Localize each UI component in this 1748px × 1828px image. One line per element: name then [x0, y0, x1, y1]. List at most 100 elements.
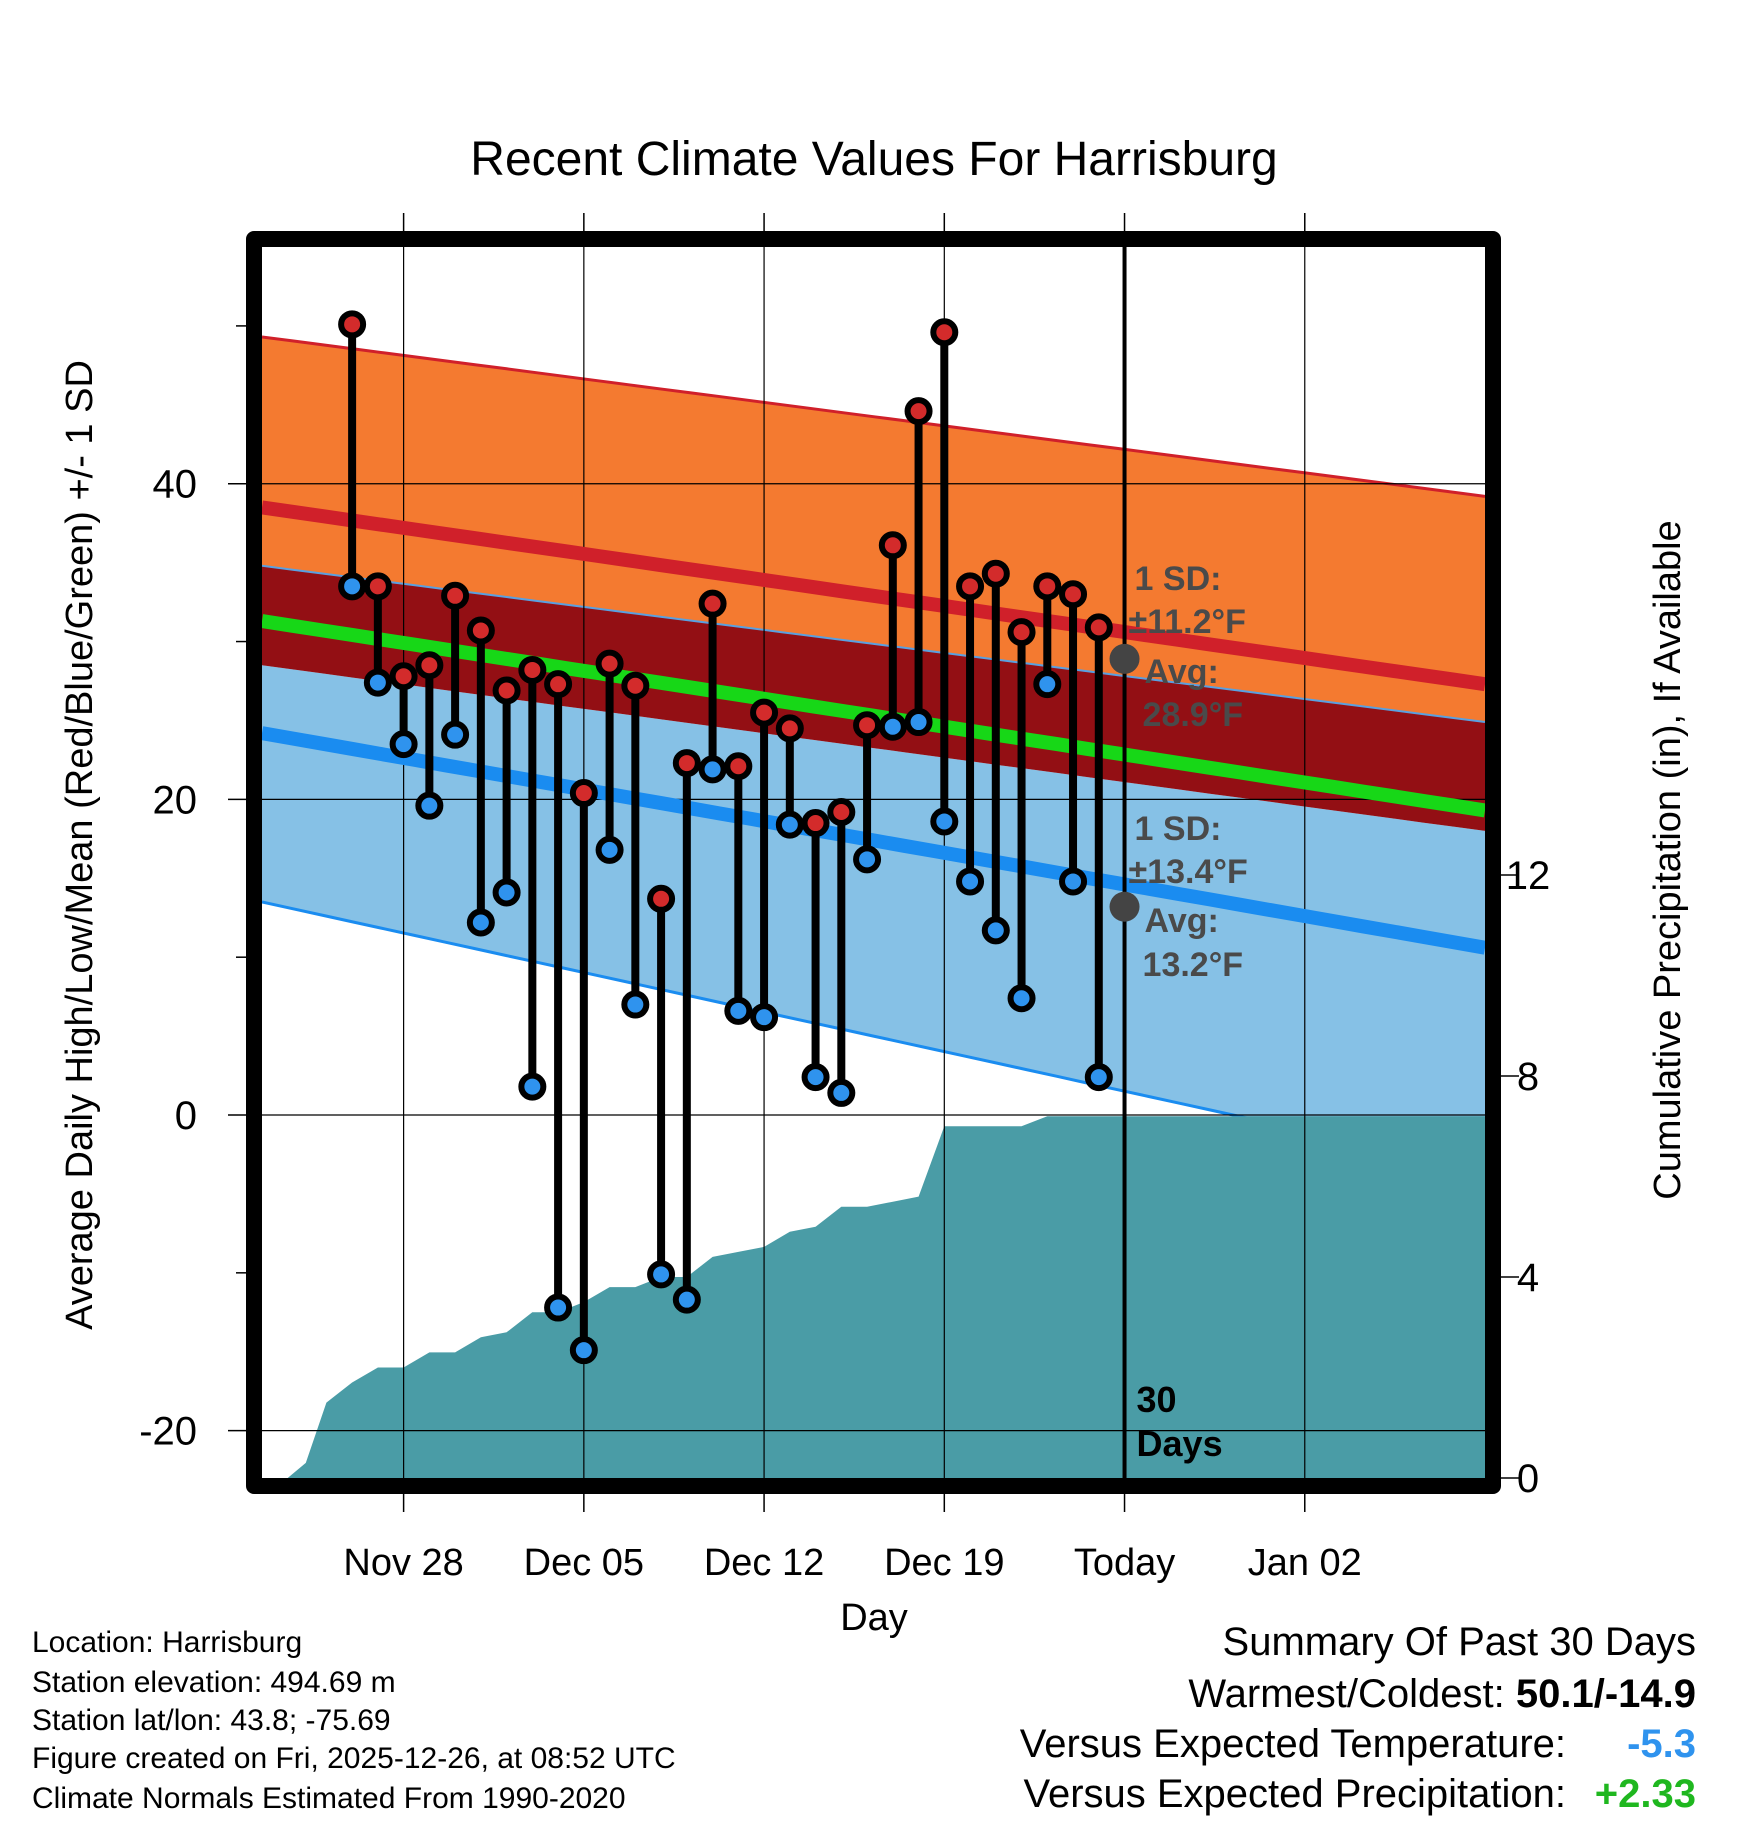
daily-low-point — [544, 1293, 573, 1322]
low-avg-label: Avg: — [1145, 902, 1219, 940]
y-tick-label: -20 — [139, 1410, 197, 1454]
daily-high-point — [930, 318, 959, 347]
created-text: Figure created on Fri, 2025-12-26, at 08… — [32, 1742, 676, 1775]
days-label-number: 30 — [1137, 1379, 1177, 1420]
daily-high-point — [415, 651, 444, 680]
daily-high-point — [904, 397, 933, 426]
precipitation-area — [262, 1116, 1485, 1478]
high-avg-label: Avg: — [1145, 653, 1219, 691]
x-tick-label: Dec 19 — [884, 1542, 1004, 1584]
plot-overlay: 1 SD: ±11.2°F Avg: 28.9°F 1 SD: ±13.4°F Avg: 13… — [139, 213, 1550, 1584]
daily-high-point — [647, 884, 676, 913]
daily-low-point — [518, 1072, 547, 1101]
chart-title: Recent Climate Values For Harrisburg — [470, 133, 1277, 186]
y2-tick-label: 4 — [1517, 1256, 1539, 1300]
daily-low-point — [775, 810, 804, 839]
daily-low-point — [698, 755, 727, 784]
daily-high-point — [338, 310, 367, 339]
y2-axis-label: Cumulative Precipitation (in), If Availa… — [1647, 520, 1689, 1199]
x-axis-label: Day — [840, 1597, 908, 1639]
normal-low-line — [262, 726, 1485, 955]
low-sd-label: 1 SD: — [1135, 810, 1222, 848]
daily-high-point — [1084, 613, 1113, 642]
today-low-avg-marker — [1109, 891, 1140, 922]
daily-high-point — [750, 698, 779, 727]
daily-high-point — [1033, 572, 1062, 601]
elevation-text: Station elevation: 494.69 m — [32, 1666, 396, 1699]
y-axis-label: Average Daily High/Low/Mean (Red/Blue/Gr… — [59, 360, 101, 1330]
x-tick-label: Dec 05 — [524, 1542, 644, 1584]
daily-low-point — [801, 1063, 830, 1092]
daily-high-point — [518, 655, 547, 684]
low-sd-value: ±13.4°F — [1129, 853, 1248, 891]
daily-low-point — [956, 867, 985, 896]
x-tick-label: Nov 28 — [343, 1542, 463, 1584]
daily-high-point — [775, 714, 804, 743]
y2-tick-label: 12 — [1506, 854, 1551, 898]
daily-low-point — [595, 835, 624, 864]
x-tick-label: Jan 02 — [1248, 1542, 1362, 1584]
daily-high-point — [853, 711, 882, 740]
normals-text: Climate Normals Estimated From 1990-2020 — [32, 1782, 626, 1815]
daily-low-point — [750, 1003, 779, 1032]
daily-low-point — [363, 668, 392, 697]
daily-high-point — [878, 531, 907, 560]
summary-precip: Versus Expected Precipitation: +2.33 — [1023, 1772, 1696, 1817]
daily-low-point — [672, 1285, 701, 1314]
daily-high-point — [698, 589, 727, 618]
daily-low-point — [569, 1336, 598, 1365]
daily-low-point — [621, 990, 650, 1019]
plot-frame — [246, 231, 1501, 1494]
high-sd-value: ±11.2°F — [1129, 603, 1246, 641]
y-tick-label: 40 — [153, 463, 198, 507]
y-tick-label: 20 — [153, 778, 198, 822]
precip-value: +2.33 — [1594, 1772, 1696, 1816]
daily-low-point — [724, 996, 753, 1025]
temp-value: -5.3 — [1627, 1722, 1696, 1766]
plot-area — [262, 247, 1485, 1478]
daily-high-point — [595, 649, 624, 678]
summary-title: Summary Of Past 30 Days — [1222, 1620, 1696, 1664]
daily-high-point — [1007, 618, 1036, 647]
x-tick-label: Dec 12 — [704, 1542, 824, 1584]
daily-low-point — [1007, 984, 1036, 1013]
y-tick-label: 0 — [175, 1094, 197, 1138]
normal-high-line — [262, 500, 1485, 692]
daily-low-point — [827, 1078, 856, 1107]
daily-high-point — [956, 572, 985, 601]
x-tick-label: Today — [1074, 1542, 1175, 1584]
daily-low-point — [878, 712, 907, 741]
days-label-text: Days — [1137, 1423, 1223, 1464]
summary-warmest: Warmest/Coldest: 50.1/-14.9 — [1188, 1672, 1696, 1717]
today-high-avg-marker — [1109, 643, 1140, 674]
daily-low-point — [338, 572, 367, 601]
precip-label: Versus Expected Precipitation: — [1023, 1772, 1566, 1816]
daily-low-point — [930, 807, 959, 836]
daily-high-point — [981, 559, 1010, 588]
daily-low-point — [853, 845, 882, 874]
daily-high-point — [492, 676, 521, 705]
high-avg-value: 28.9°F — [1143, 696, 1244, 734]
high-band-upper-edge — [262, 335, 1485, 498]
daily-low-point — [981, 916, 1010, 945]
warmest-label: Warmest/Coldest: — [1188, 1672, 1516, 1716]
daily-low-point — [647, 1260, 676, 1289]
daily-high-point — [569, 779, 598, 808]
warmest-value: 50.1/-14.9 — [1515, 1672, 1696, 1716]
daily-low-point — [492, 878, 521, 907]
latlon-text: Station lat/lon: 43.8; -75.69 — [32, 1704, 391, 1737]
y2-tick-label: 0 — [1517, 1457, 1539, 1501]
daily-low-point — [904, 708, 933, 737]
daily-high-point — [441, 581, 470, 610]
daily-high-point — [672, 749, 701, 778]
high-sd-band — [262, 337, 1485, 722]
daily-high-point — [544, 670, 573, 699]
daily-low-point — [1059, 867, 1088, 896]
summary-temp: Versus Expected Temperature: -5.3 — [1020, 1722, 1696, 1767]
daily-high-point — [1059, 580, 1088, 609]
daily-high-point — [724, 752, 753, 781]
y2-tick-label: 8 — [1517, 1055, 1539, 1099]
low-avg-value: 13.2°F — [1143, 946, 1244, 984]
daily-low-point — [1084, 1063, 1113, 1092]
